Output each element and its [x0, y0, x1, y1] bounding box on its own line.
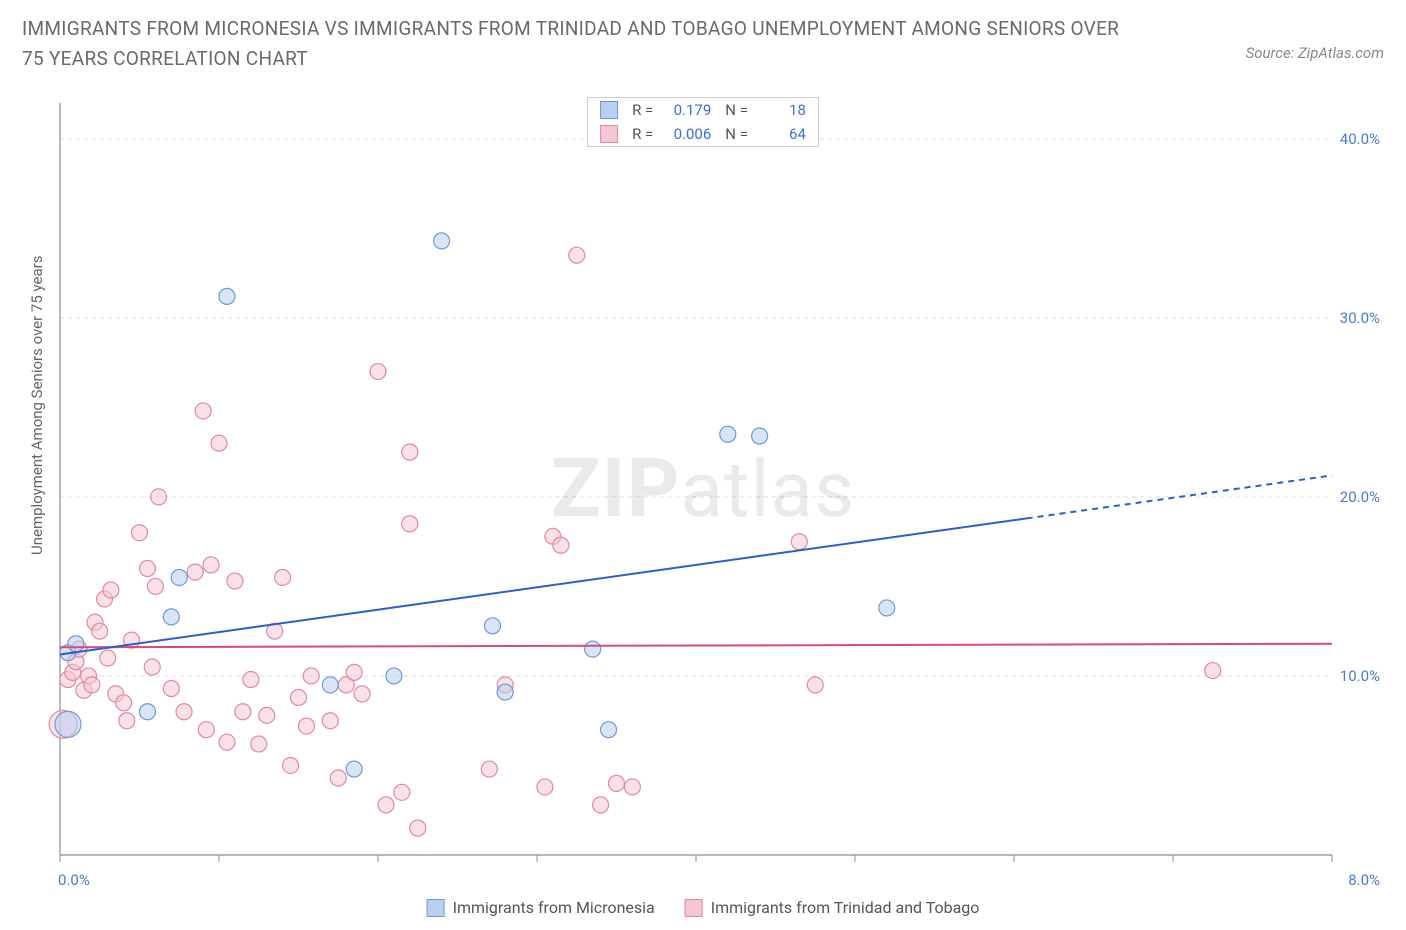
- svg-text:20.0%: 20.0%: [1340, 488, 1380, 506]
- legend-item-1: Immigrants from Trinidad and Tobago: [685, 898, 980, 917]
- chart-header: IMMIGRANTS FROM MICRONESIA VS IMMIGRANTS…: [0, 0, 1406, 85]
- svg-text:8.0%: 8.0%: [1348, 871, 1380, 889]
- legend-row-series-1: R = 0.006 N = 64: [588, 122, 818, 146]
- n-label: N =: [725, 125, 748, 143]
- svg-text:30.0%: 30.0%: [1340, 309, 1380, 327]
- chart-title: IMMIGRANTS FROM MICRONESIA VS IMMIGRANTS…: [22, 14, 1122, 75]
- legend-label-1: Immigrants from Trinidad and Tobago: [711, 898, 980, 917]
- legend-bottom: Immigrants from Micronesia Immigrants fr…: [419, 898, 988, 917]
- legend-swatch-0: [600, 101, 618, 119]
- legend-swatch-bottom-0: [427, 899, 445, 917]
- svg-text:0.0%: 0.0%: [58, 871, 90, 889]
- y-axis-label: Unemployment Among Seniors over 75 years: [28, 256, 46, 555]
- r-label: R =: [632, 101, 653, 119]
- n-value-0: 18: [756, 101, 806, 119]
- legend-swatch-1: [600, 125, 618, 143]
- chart-container: Unemployment Among Seniors over 75 years…: [22, 95, 1384, 915]
- legend-correlation-box: R = 0.179 N = 18 R = 0.006 N = 64: [587, 97, 819, 147]
- legend-item-0: Immigrants from Micronesia: [427, 898, 655, 917]
- legend-label-0: Immigrants from Micronesia: [453, 898, 655, 917]
- scatter-chart: 10.0% 20.0% 30.0% 40.0% 0.0% 8.0%: [22, 95, 1384, 895]
- r-label: R =: [632, 125, 653, 143]
- r-value-1: 0.006: [661, 125, 711, 143]
- n-value-1: 64: [756, 125, 806, 143]
- source-attribution: Source: ZipAtlas.com: [1246, 14, 1384, 62]
- n-label: N =: [725, 101, 748, 119]
- r-value-0: 0.179: [661, 101, 711, 119]
- svg-text:40.0%: 40.0%: [1340, 130, 1380, 148]
- legend-row-series-0: R = 0.179 N = 18: [588, 98, 818, 122]
- svg-text:10.0%: 10.0%: [1340, 667, 1380, 685]
- legend-swatch-bottom-1: [685, 899, 703, 917]
